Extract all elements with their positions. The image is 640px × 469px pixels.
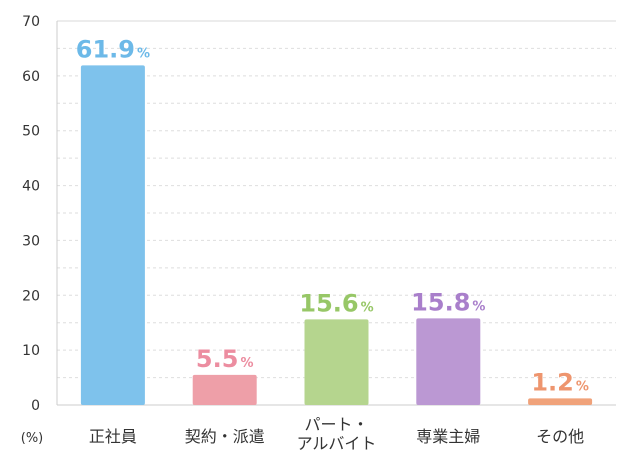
bar [192,374,257,405]
bar [416,318,481,405]
bar-value-label: 5.5% [196,345,254,373]
category-label: その他 [536,427,584,446]
bars [80,65,593,405]
y-tick-label: 30 [22,233,40,249]
y-tick-label: 0 [31,398,40,414]
category-label: 契約・派遣 [185,427,265,446]
y-tick-label: 20 [22,288,40,304]
y-tick-label: 40 [22,179,40,195]
y-tick-label: 60 [22,69,40,85]
y-tick-label: 50 [22,124,40,140]
bar [304,319,369,405]
bar [528,398,593,405]
bar-value-label: 15.6% [299,289,373,317]
grid-lines [57,20,616,379]
bar-value-label: 15.8% [411,288,485,316]
category-label: 専業主婦 [416,427,480,446]
y-axis-unit-label: (%) [21,431,44,446]
category-label: パート・ [304,415,368,434]
y-tick-label: 70 [22,14,40,30]
bar-value-label: 1.2% [531,368,589,396]
category-label: 正社員 [89,427,137,446]
category-label: アルバイト [297,434,377,453]
bar-value-label: 61.9% [76,35,150,63]
y-axis: 0 10 20 30 40 50 60 70 [22,14,616,414]
y-tick-label: 10 [22,343,40,359]
bar [80,65,145,405]
x-axis-labels: 正社員 契約・派遣 パート・アルバイト 専業主婦 その他 [89,415,584,453]
value-labels: 61.9 % 5.5 % 15.6% 15.8 % 1.2% [76,35,589,396]
